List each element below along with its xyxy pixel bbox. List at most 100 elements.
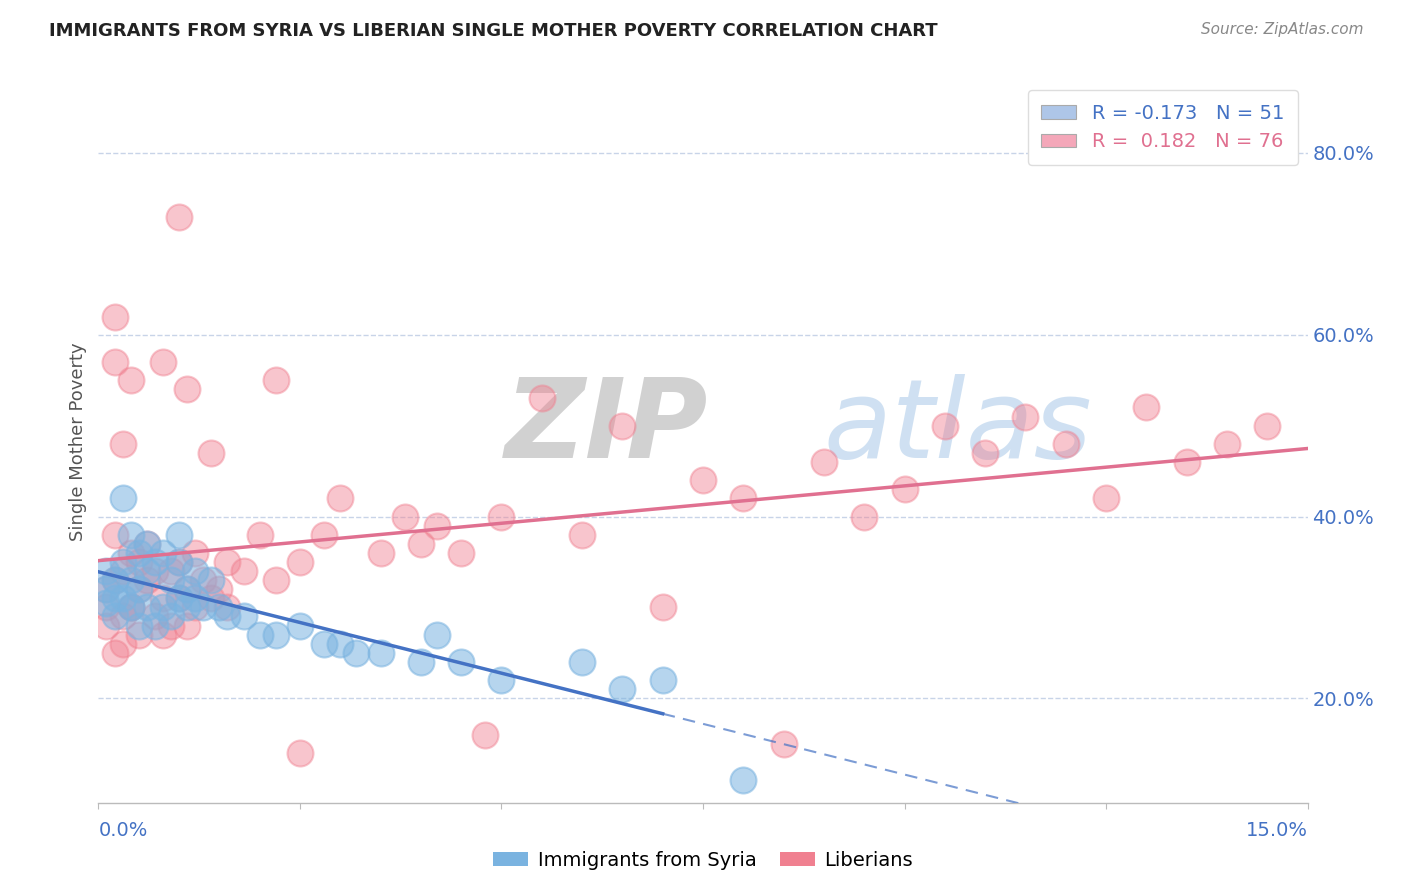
Point bbox=[264, 628, 287, 642]
Point bbox=[103, 355, 125, 369]
Point bbox=[120, 600, 142, 615]
Point bbox=[264, 373, 287, 387]
Point bbox=[288, 555, 311, 569]
Point bbox=[491, 673, 513, 687]
Point bbox=[370, 646, 392, 660]
Text: ZIP: ZIP bbox=[505, 374, 709, 481]
Point bbox=[176, 582, 198, 597]
Point bbox=[184, 546, 207, 560]
Point bbox=[184, 591, 207, 606]
Point bbox=[167, 527, 190, 541]
Point bbox=[200, 446, 222, 460]
Point bbox=[103, 609, 125, 624]
Point bbox=[167, 210, 190, 224]
Point bbox=[200, 591, 222, 606]
Point bbox=[893, 482, 915, 496]
Point bbox=[160, 609, 183, 624]
Point bbox=[167, 591, 190, 606]
Y-axis label: Single Mother Poverty: Single Mother Poverty bbox=[69, 343, 87, 541]
Point bbox=[167, 555, 190, 569]
Point bbox=[1095, 491, 1118, 506]
Point bbox=[176, 382, 198, 396]
Point bbox=[152, 546, 174, 560]
Point bbox=[128, 582, 150, 597]
Point bbox=[612, 682, 634, 697]
Point bbox=[1014, 409, 1036, 424]
Point bbox=[111, 564, 134, 578]
Point bbox=[370, 546, 392, 560]
Point bbox=[96, 618, 118, 632]
Text: IMMIGRANTS FROM SYRIA VS LIBERIAN SINGLE MOTHER POVERTY CORRELATION CHART: IMMIGRANTS FROM SYRIA VS LIBERIAN SINGLE… bbox=[49, 22, 938, 40]
Point bbox=[853, 509, 876, 524]
Point bbox=[571, 655, 593, 669]
Point bbox=[135, 564, 157, 578]
Point bbox=[167, 555, 190, 569]
Point bbox=[193, 600, 215, 615]
Point bbox=[474, 728, 496, 742]
Point bbox=[193, 573, 215, 587]
Point bbox=[409, 537, 432, 551]
Point bbox=[612, 418, 634, 433]
Point bbox=[314, 527, 336, 541]
Point bbox=[111, 591, 134, 606]
Point bbox=[974, 446, 997, 460]
Point bbox=[160, 618, 183, 632]
Point bbox=[208, 600, 231, 615]
Point bbox=[1175, 455, 1198, 469]
Point bbox=[160, 564, 183, 578]
Point bbox=[314, 637, 336, 651]
Point bbox=[135, 600, 157, 615]
Point bbox=[128, 582, 150, 597]
Point bbox=[329, 637, 352, 651]
Point bbox=[1256, 418, 1278, 433]
Point bbox=[651, 600, 673, 615]
Point bbox=[200, 573, 222, 587]
Legend: Immigrants from Syria, Liberians: Immigrants from Syria, Liberians bbox=[485, 843, 921, 878]
Point bbox=[491, 509, 513, 524]
Point bbox=[813, 455, 835, 469]
Point bbox=[143, 564, 166, 578]
Point bbox=[128, 628, 150, 642]
Point bbox=[128, 546, 150, 560]
Point bbox=[128, 618, 150, 632]
Point bbox=[288, 746, 311, 760]
Point bbox=[143, 609, 166, 624]
Point bbox=[120, 600, 142, 615]
Point bbox=[288, 618, 311, 632]
Point bbox=[176, 618, 198, 632]
Point bbox=[232, 609, 254, 624]
Point bbox=[120, 600, 142, 615]
Point bbox=[103, 591, 125, 606]
Point bbox=[111, 637, 134, 651]
Point bbox=[128, 555, 150, 569]
Point bbox=[184, 564, 207, 578]
Point bbox=[167, 591, 190, 606]
Point bbox=[264, 573, 287, 587]
Point bbox=[111, 555, 134, 569]
Point bbox=[135, 537, 157, 551]
Text: atlas: atlas bbox=[824, 374, 1092, 481]
Point bbox=[96, 600, 118, 615]
Point bbox=[344, 646, 367, 660]
Point bbox=[96, 596, 118, 610]
Point bbox=[96, 582, 118, 597]
Point bbox=[184, 600, 207, 615]
Point bbox=[571, 527, 593, 541]
Point bbox=[426, 518, 449, 533]
Point bbox=[96, 582, 118, 597]
Point bbox=[160, 573, 183, 587]
Point bbox=[733, 491, 755, 506]
Point bbox=[111, 437, 134, 451]
Point bbox=[103, 310, 125, 324]
Point bbox=[135, 573, 157, 587]
Point bbox=[152, 355, 174, 369]
Point bbox=[152, 628, 174, 642]
Legend: R = -0.173   N = 51, R =  0.182   N = 76: R = -0.173 N = 51, R = 0.182 N = 76 bbox=[1028, 90, 1298, 165]
Point bbox=[733, 773, 755, 788]
Point bbox=[232, 564, 254, 578]
Point bbox=[143, 555, 166, 569]
Point bbox=[217, 555, 239, 569]
Point bbox=[176, 600, 198, 615]
Point bbox=[249, 628, 271, 642]
Point bbox=[692, 473, 714, 487]
